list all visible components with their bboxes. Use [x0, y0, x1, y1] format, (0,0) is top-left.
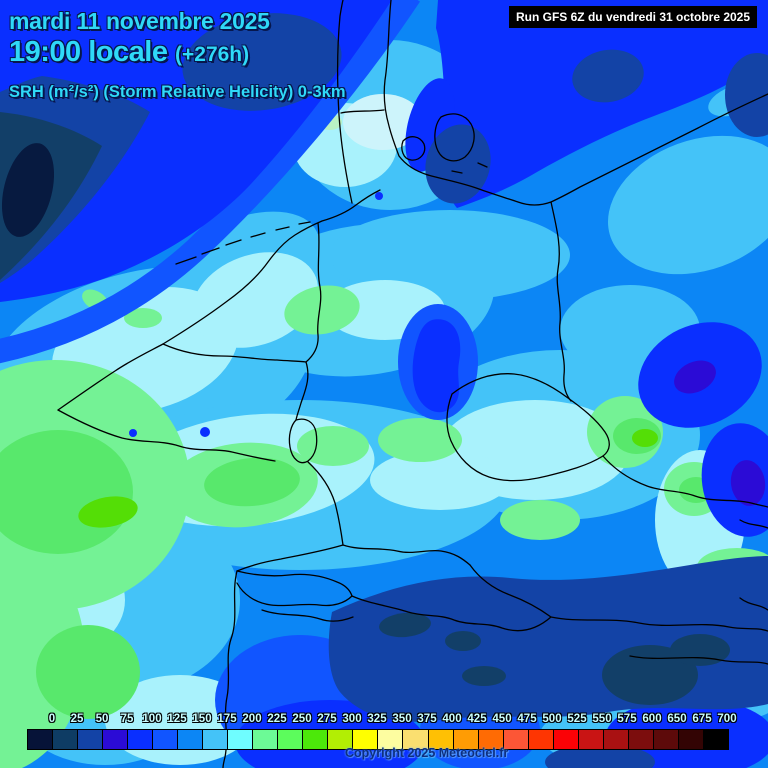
- austria-south-border: [469, 564, 768, 632]
- colorbar-tick-label: 0: [48, 713, 56, 725]
- colorbar-tick-label: 475: [517, 713, 537, 725]
- colorbar-tick-label: 675: [692, 713, 712, 725]
- colorbar-tick-label: 225: [267, 713, 287, 725]
- switzerland-italy-border: [261, 609, 354, 622]
- contour-bright-green: [78, 429, 658, 528]
- austria-east-border: [602, 455, 768, 508]
- colorbar-cell-400: [428, 730, 454, 749]
- colorbar-tick-label: 50: [95, 713, 109, 725]
- colorbar-cell-475: [503, 730, 529, 749]
- jutland-east-coast: [383, 0, 429, 176]
- forecast-local-time: 19:00 locale: [9, 36, 168, 68]
- colorbar-cell-250: [278, 730, 304, 749]
- balkan-border-fragments: [629, 519, 768, 665]
- colorbar-cell-75: [103, 730, 129, 749]
- colorbar-cell-25: [53, 730, 79, 749]
- colorbar-tick-label: 25: [70, 713, 84, 725]
- colorbar-cell-450: [478, 730, 504, 749]
- colorbar-cell-275: [303, 730, 329, 749]
- colorbar-tick-label: 100: [142, 713, 162, 725]
- colorbar-cell-525: [553, 730, 579, 749]
- copyright-notice: Copyright 2025 Meteociel.fr: [345, 746, 509, 760]
- colorbar-tick-label: 600: [642, 713, 662, 725]
- france-switzerland-border: [236, 544, 344, 572]
- colorbar-cell-50: [78, 730, 104, 749]
- germany-poland-border: [550, 201, 572, 402]
- forecast-hour-offset: (+276h): [175, 43, 250, 66]
- colorbar-cell-0: [28, 730, 54, 749]
- colorbar-cell-175: [203, 730, 229, 749]
- netherlands-germany-border: [305, 222, 322, 363]
- colorbar-cell-675: [678, 730, 704, 749]
- colorbar-cell-200: [228, 730, 254, 749]
- colorbar-cell-125: [153, 730, 179, 749]
- colorbar-cell-575: [603, 730, 629, 749]
- colorbar-cell-100: [128, 730, 154, 749]
- baltic-coastline: [427, 93, 768, 206]
- colorbar-tick-label: 500: [542, 713, 562, 725]
- colorbar-tick-label: 200: [242, 713, 262, 725]
- colorbar-tick-label: 350: [392, 713, 412, 725]
- colorbar-tick-label: 425: [467, 713, 487, 725]
- colorbar-cell-300: [328, 730, 354, 749]
- colorbar-cell-325: [353, 730, 379, 749]
- luxembourg-border: [288, 418, 318, 464]
- forecast-date: mardi 11 novembre 2025: [9, 8, 270, 34]
- colorbar-tick-label: 700: [717, 713, 737, 725]
- colorbar-tick-label: 575: [617, 713, 637, 725]
- colorbar-tick-label: 275: [317, 713, 337, 725]
- colorbar-tick-label: 400: [442, 713, 462, 725]
- contour-darkest-core: [1, 143, 55, 237]
- colorbar-tick-label: 300: [342, 713, 362, 725]
- colorbar-tick-label: 525: [567, 713, 587, 725]
- colorbar-tick-label: 550: [592, 713, 612, 725]
- germany-austria-border: [342, 544, 471, 566]
- colorbar-cell-150: [178, 730, 204, 749]
- colorbar-tick-label: 650: [667, 713, 687, 725]
- contour-palest-patch: [343, 94, 423, 150]
- colorbar-cell-550: [578, 730, 604, 749]
- colorbar-tick-labels: 0 25 50 75 100 125 150 175 200 225 250 275 300 325 350…: [27, 713, 737, 728]
- denmark-germany-border: [340, 109, 385, 114]
- colorbar-tick-label: 450: [492, 713, 512, 725]
- italy-north-border: [351, 595, 552, 632]
- france-germany-border: [307, 461, 344, 546]
- colorbar-tick-label: 125: [167, 713, 187, 725]
- belgium-netherlands-border: [162, 343, 307, 363]
- jutland-west-coast: [336, 0, 353, 204]
- colorbar-cell-700: [703, 730, 728, 749]
- contour-violet-blue: [674, 360, 766, 506]
- belgium-germany-border: [295, 361, 309, 421]
- north-sea-coastline: [57, 189, 381, 411]
- colorbar-tick-label: 375: [417, 713, 437, 725]
- parameter-label: SRH (m²/s²) (Storm Relative Helicity) 0-…: [9, 83, 346, 101]
- country-borders: [57, 0, 768, 768]
- colorbar-tick-label: 250: [292, 713, 312, 725]
- srh-color-scale: [27, 729, 729, 750]
- colorbar-tick-label: 75: [120, 713, 134, 725]
- colorbar-cell-650: [653, 730, 679, 749]
- colorbar-cell-225: [253, 730, 279, 749]
- wadden-islands: [175, 221, 311, 265]
- colorbar-tick-label: 150: [192, 713, 212, 725]
- colorbar-tick-label: 175: [217, 713, 237, 725]
- colorbar-cell-600: [628, 730, 654, 749]
- model-run-info: Run GFS 6Z du vendredi 31 octobre 2025: [509, 6, 757, 28]
- colorbar-tick-label: 325: [367, 713, 387, 725]
- colorbar-cell-375: [403, 730, 429, 749]
- danish-islands: [401, 113, 488, 174]
- colorbar-cell-500: [528, 730, 554, 749]
- colorbar-cell-350: [378, 730, 404, 749]
- belgium-france-border: [57, 409, 276, 462]
- forecast-time: 19:00 locale (+276h): [9, 36, 346, 69]
- france-east-border: [222, 570, 238, 768]
- forecast-header: mardi 11 novembre 2025 19:00 locale (+27…: [9, 8, 346, 102]
- colorbar-cell-425: [453, 730, 479, 749]
